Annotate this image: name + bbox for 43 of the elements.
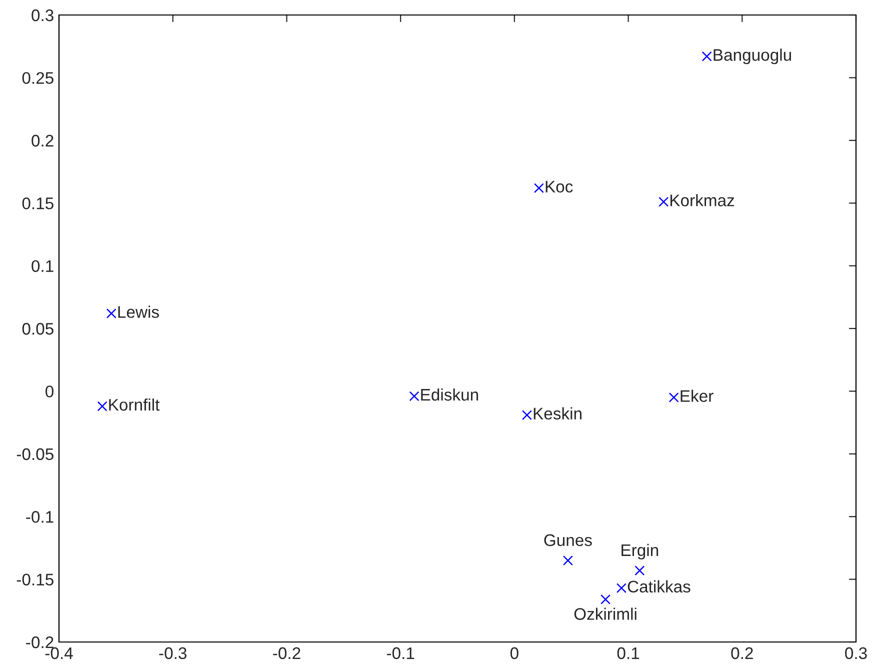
annotation: Eker: [680, 390, 714, 402]
y-tick-label: 0.25: [22, 72, 54, 84]
y-tick-label: 0.05: [22, 322, 54, 335]
x-tick-label: 0.2: [731, 647, 753, 660]
point: [600, 594, 611, 604]
y-tick-label: 0: [46, 386, 54, 398]
annotation: Catikkas: [628, 580, 690, 593]
annotation: Koc: [546, 180, 573, 193]
y-tick-label: -0.1: [26, 511, 54, 523]
point: [409, 391, 420, 402]
point: [522, 410, 532, 420]
point: [616, 583, 626, 594]
x-tick-label: 0.3: [845, 647, 867, 660]
x-tick-label: 0: [510, 647, 518, 660]
x-tick-label: 0.1: [617, 647, 640, 660]
annotation: Lewis: [118, 306, 159, 318]
x-tick-label: -0.2: [273, 647, 300, 660]
y-tick-label: 0.3: [32, 9, 54, 22]
x-tick-label: -0.3: [159, 647, 186, 660]
annotation: Kornfilt: [109, 398, 160, 411]
annotation: Keskin: [534, 407, 582, 420]
point: [702, 51, 712, 62]
point: [97, 401, 108, 412]
x-tick-label: -0.1: [386, 647, 414, 660]
x-tick-label: -0.4: [45, 647, 73, 660]
annotation: Gunes: [544, 534, 592, 546]
point: [634, 566, 645, 576]
y-tick-label: 0.15: [22, 198, 54, 210]
y-tick-label: -0.05: [16, 448, 54, 460]
point: [534, 183, 544, 194]
annotation: Banguoglu: [714, 48, 791, 64]
annotation: Ozkirimli: [574, 608, 636, 620]
annotation: Ediskun: [421, 388, 478, 401]
annotation: Ergin: [622, 544, 658, 560]
point: [106, 308, 116, 318]
point: [562, 555, 573, 566]
annotation: Korkmaz: [670, 194, 734, 206]
y-tick-label: -0.2: [26, 636, 54, 648]
point: [668, 392, 679, 402]
y-tick-label: -0.15: [16, 574, 54, 586]
y-tick-label: 0.2: [32, 134, 54, 147]
point: [658, 196, 669, 207]
y-tick-label: 0.1: [32, 260, 54, 272]
